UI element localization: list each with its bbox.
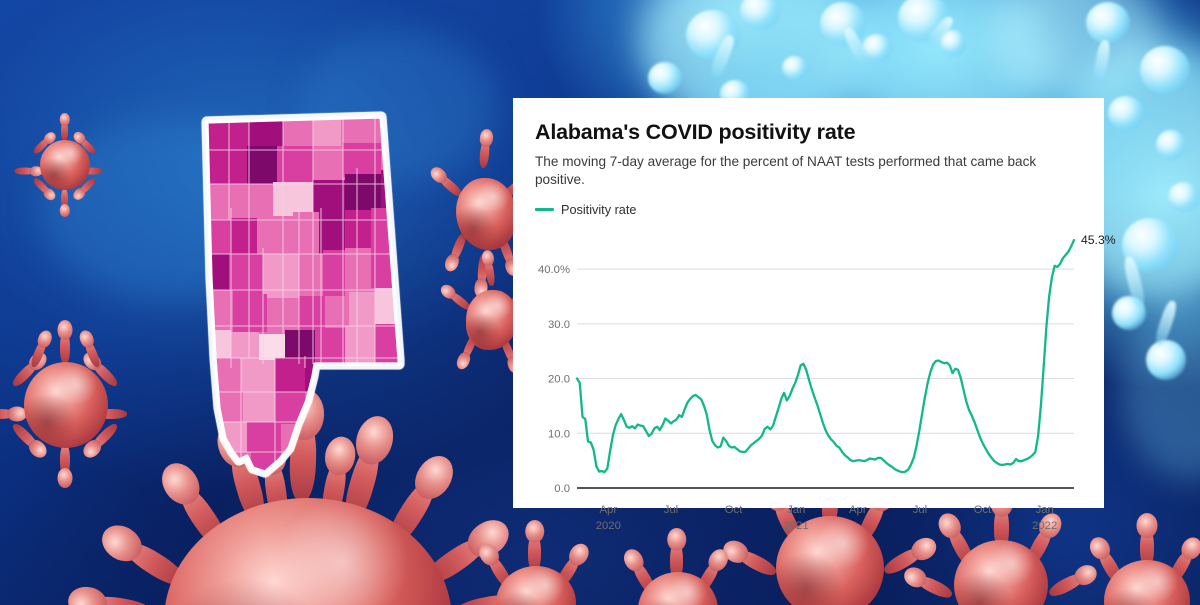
x-tick-month-label: Jan [787, 504, 805, 516]
positivity-rate-line [575, 238, 1076, 474]
x-tick-year-label: 2022 [1032, 520, 1057, 532]
x-axis-tick-labels: Apr 2020 Jul Oct Jan 2021 Apr Jul Oct Jan 2022 [596, 504, 1058, 532]
x-tick-month-label: Oct [725, 504, 743, 516]
alabama-state-border [205, 115, 401, 474]
chart-subtitle: The moving 7-day average for the percent… [535, 153, 1037, 187]
y-tick-label: 10.0 [548, 428, 570, 440]
alabama-county-choropleth-map [185, 108, 435, 498]
x-tick-month-label: Jul [913, 504, 927, 516]
line-chart-svg[interactable]: 0.0 10.0 20.0 30.0 40.0% 45.3% [535, 223, 1116, 498]
y-gridlines [577, 268, 1074, 434]
x-tick-month-label: Oct [974, 504, 992, 516]
x-tick-year-label: 2021 [784, 520, 809, 532]
chart-title: Alabama's COVID positivity rate [535, 120, 856, 144]
x-tick-year-label: 2020 [596, 520, 621, 532]
legend-item-label: Positivity rate [561, 202, 637, 217]
alabama-map-svg [201, 111, 405, 478]
y-tick-label: 20.0 [548, 373, 570, 385]
x-tick-month-label: Jan [1036, 504, 1054, 516]
legend-line-swatch-icon [535, 208, 554, 212]
y-axis-tick-labels: 0.0 10.0 20.0 30.0 40.0% [538, 264, 570, 495]
chart-card: Alabama's COVID positivity rate The movi… [513, 98, 1116, 532]
x-tick-month-label: Jul [664, 504, 678, 516]
x-tick-month-label: Apr [600, 504, 618, 516]
x-tick-month-label: Apr [849, 504, 867, 516]
y-tick-label: 0.0 [554, 483, 570, 495]
y-tick-label: 40.0% [538, 264, 570, 276]
chart-plot-area[interactable]: 0.0 10.0 20.0 30.0 40.0% 45.3% Apr 2020 Jul Oct… [535, 223, 1116, 532]
end-value-label: 45.3% [1081, 233, 1116, 247]
y-tick-label: 30.0 [548, 319, 570, 331]
county-borders [207, 117, 399, 472]
x-axis-labels-svg: Apr 2020 Jul Oct Jan 2021 Apr Jul Oct Jan 2022 [596, 504, 1058, 532]
chart-legend: Positivity rate [535, 203, 1082, 217]
